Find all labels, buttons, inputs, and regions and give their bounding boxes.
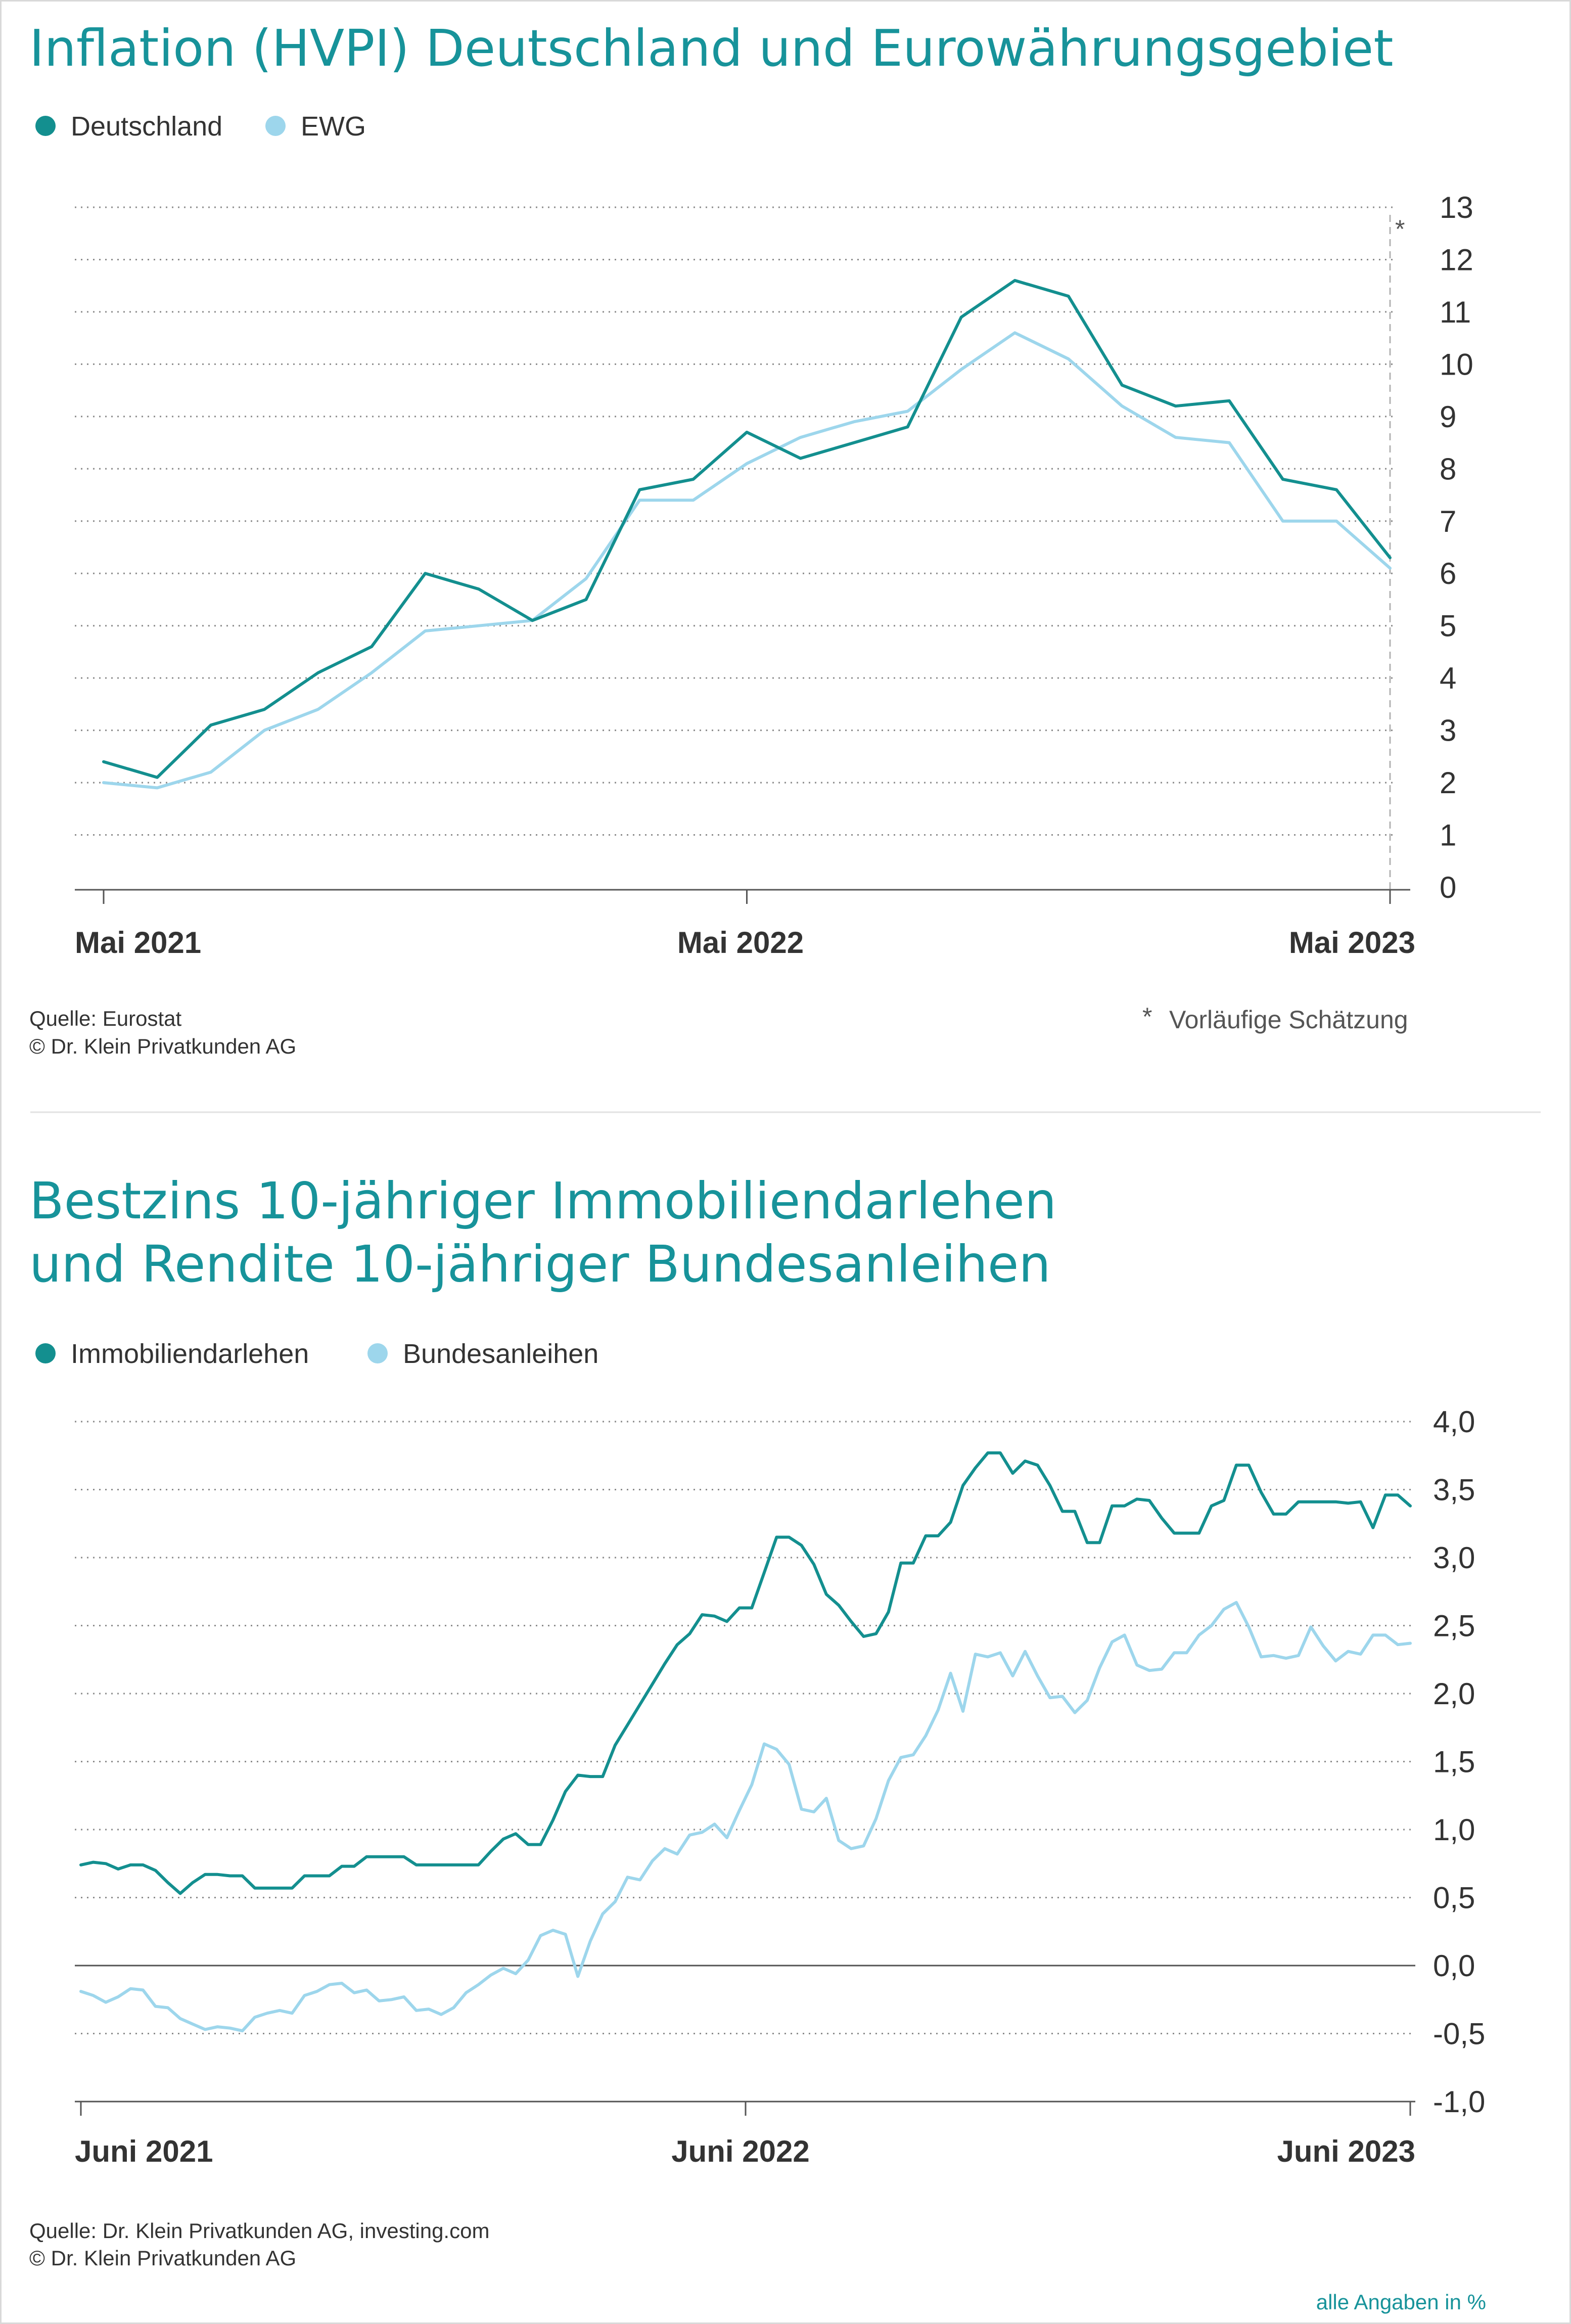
legend-bundesanleihen-swatch bbox=[367, 1343, 388, 1363]
chart1-gridlines bbox=[75, 206, 1395, 836]
chart1-y-tick-label: 1 bbox=[1440, 818, 1456, 852]
chart2-y-tick-label: -0,5 bbox=[1433, 2017, 1485, 2051]
chart1-x-tick-label: Mai 2021 bbox=[75, 926, 201, 960]
legend-immobiliendarlehen-label: Immobiliendarlehen bbox=[71, 1339, 309, 1369]
chart2-y-tick-label: 0,5 bbox=[1433, 1881, 1475, 1915]
chart1-series bbox=[102, 279, 1392, 790]
legend-deutschland-swatch bbox=[35, 116, 56, 136]
chart1-y-tick-label: 6 bbox=[1440, 557, 1456, 590]
legend-ewg-swatch bbox=[265, 116, 286, 136]
chart1-y-tick-label: 8 bbox=[1440, 452, 1456, 486]
chart2-copyright: © Dr. Klein Privatkunden AG bbox=[29, 2246, 296, 2270]
chart2-y-tick-label: 0,0 bbox=[1433, 1949, 1475, 1983]
chart2-y-tick-label: 1,0 bbox=[1433, 1813, 1475, 1847]
chart1-y-tick-label: 11 bbox=[1440, 295, 1471, 329]
chart1-x-tick-label: Mai 2022 bbox=[677, 926, 804, 960]
chart2-series-immobiliendarlehen bbox=[79, 1451, 1412, 1895]
chart2-y-tick-label: -1,0 bbox=[1433, 2085, 1485, 2119]
chart2-y-tick-label: 2,5 bbox=[1433, 1609, 1475, 1643]
chart1-copyright: © Dr. Klein Privatkunden AG bbox=[29, 1034, 296, 1058]
chart2-unit-note: alle Angaben in % bbox=[1316, 2290, 1486, 2314]
chart1-y-tick-label: 0 bbox=[1440, 871, 1456, 904]
chart2-y-tick-label: 2,0 bbox=[1433, 1677, 1475, 1711]
chart2-source: Quelle: Dr. Klein Privatkunden AG, inves… bbox=[29, 2219, 489, 2243]
chart1-title: Inflation (HVPI) Deutschland und Eurowäh… bbox=[29, 19, 1394, 78]
chart1-note-asterisk: * bbox=[1142, 1002, 1152, 1031]
chart1-y-tick-label: 5 bbox=[1440, 609, 1456, 643]
chart1-y-tick-label: 12 bbox=[1440, 243, 1473, 277]
chart1-note: Vorläufige Schätzung bbox=[1169, 1006, 1408, 1034]
chart1-y-tick-label: 9 bbox=[1440, 400, 1456, 434]
legend-ewg-label: EWG bbox=[301, 111, 366, 142]
chart1-y-tick-label: 4 bbox=[1440, 661, 1456, 695]
chart2-x-tick-label: Juni 2021 bbox=[75, 2134, 213, 2168]
legend-immobiliendarlehen-swatch bbox=[35, 1343, 56, 1363]
chart1-y-tick-label: 13 bbox=[1440, 191, 1473, 224]
chart1-series-deutschland bbox=[102, 279, 1392, 779]
chart1-series-ewg bbox=[102, 331, 1392, 790]
chart2-y-ticks: 4,0 3,5 3,0 2,5 2,0 1,5 1,0 0,5 0,0 -0,5 -1,0 bbox=[1433, 1405, 1485, 2119]
chart1-y-tick-label: 3 bbox=[1440, 714, 1456, 748]
chart2-x-tick-label: Juni 2022 bbox=[671, 2134, 810, 2168]
chart1-y-tick-label: 10 bbox=[1440, 347, 1473, 381]
chart2-y-tick-label: 1,5 bbox=[1433, 1745, 1475, 1779]
chart2-x-axis: Juni 2021 Juni 2022 Juni 2023 bbox=[75, 2101, 1416, 2168]
legend-deutschland-label: Deutschland bbox=[71, 111, 222, 142]
chart2-title-line1: Bestzins 10-jähriger Immobiliendarlehen bbox=[29, 1171, 1056, 1231]
chart1-x-tick-label: Mai 2023 bbox=[1289, 926, 1415, 960]
chart1-estimate-asterisk: * bbox=[1395, 215, 1405, 243]
chart2-y-tick-label: 3,0 bbox=[1433, 1541, 1475, 1575]
chart1-source: Quelle: Eurostat bbox=[29, 1007, 181, 1030]
chart2-y-tick-label: 3,5 bbox=[1433, 1473, 1475, 1507]
chart1-y-tick-label: 2 bbox=[1440, 766, 1456, 800]
chart2-x-tick-label: Juni 2023 bbox=[1277, 2134, 1416, 2168]
chart2-y-tick-label: 4,0 bbox=[1433, 1405, 1475, 1439]
chart1-y-tick-label: 7 bbox=[1440, 505, 1456, 538]
chart2-title-line2: und Rendite 10-jähriger Bundesanleihen bbox=[29, 1235, 1051, 1294]
legend-bundesanleihen-label: Bundesanleihen bbox=[403, 1339, 598, 1369]
chart2-gridlines bbox=[75, 1421, 1415, 2034]
chart2-series bbox=[79, 1451, 1412, 2033]
chart1-x-axis: Mai 2021 Mai 2022 Mai 2023 bbox=[75, 889, 1415, 960]
chart2-series-bundesanleihen bbox=[79, 1601, 1412, 2033]
